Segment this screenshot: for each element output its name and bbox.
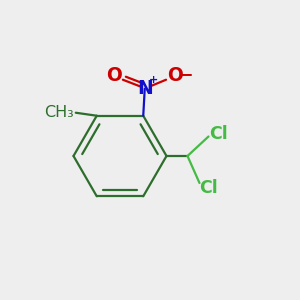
Text: Cl: Cl [209, 125, 228, 143]
Text: Cl: Cl [200, 179, 218, 197]
Text: N: N [137, 79, 153, 98]
Text: O: O [106, 66, 122, 85]
Text: −: − [178, 65, 193, 83]
Text: CH₃: CH₃ [44, 105, 74, 120]
Text: O: O [167, 66, 183, 85]
Text: +: + [148, 75, 158, 85]
